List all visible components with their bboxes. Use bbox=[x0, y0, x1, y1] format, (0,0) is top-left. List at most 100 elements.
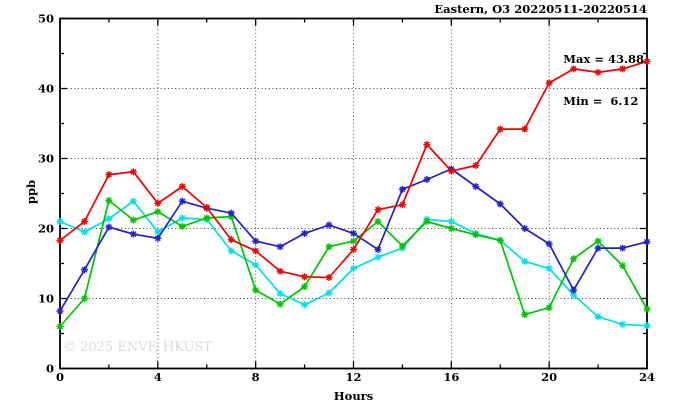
series-green-marker bbox=[643, 305, 651, 313]
series-blue-marker bbox=[643, 238, 651, 246]
x-tick-label: 20 bbox=[541, 370, 557, 384]
series-cyan-marker bbox=[521, 257, 529, 265]
series-green-marker bbox=[521, 311, 529, 319]
series-red-marker bbox=[276, 267, 284, 275]
series-red-marker bbox=[56, 236, 64, 244]
series-green-marker bbox=[105, 197, 113, 204]
series-green-marker bbox=[350, 237, 357, 245]
series-blue-marker bbox=[129, 230, 137, 238]
series-blue-marker bbox=[276, 243, 284, 251]
grid-lines bbox=[60, 18, 647, 369]
series-red-marker bbox=[619, 65, 627, 73]
series-red-marker bbox=[252, 247, 260, 255]
series-blue-marker bbox=[105, 223, 113, 231]
watermark: © 2025 ENVF, HKUST bbox=[63, 340, 212, 355]
series-cyan-marker bbox=[154, 228, 162, 236]
series-blue-marker bbox=[594, 244, 602, 252]
series-red-line bbox=[59, 60, 648, 279]
series-cyan-marker bbox=[325, 289, 333, 297]
series-green-marker bbox=[619, 262, 627, 270]
series-green-marker bbox=[570, 255, 578, 263]
x-tick-label: 24 bbox=[639, 370, 655, 384]
series-red-marker bbox=[105, 171, 113, 179]
series-red-marker bbox=[374, 206, 382, 214]
chart-title: Eastern, O3 20220511-20220514 bbox=[434, 2, 647, 16]
series-blue-marker bbox=[374, 246, 382, 253]
series-green-marker bbox=[203, 214, 211, 222]
series-blue-marker bbox=[301, 229, 309, 237]
stats-max: Max = 43.88 bbox=[563, 52, 644, 66]
series-green-marker bbox=[447, 225, 455, 232]
series-green-marker bbox=[398, 242, 406, 250]
series-blue-marker bbox=[398, 185, 406, 193]
x-tick-label: 8 bbox=[252, 370, 260, 384]
series-red-marker bbox=[423, 141, 431, 148]
x-tick-label: 12 bbox=[345, 370, 361, 384]
y-axis-label: ppb bbox=[24, 179, 38, 205]
series-blue-marker bbox=[325, 221, 333, 229]
series-red-marker bbox=[447, 167, 455, 175]
series-blue-marker bbox=[521, 225, 529, 232]
series-red-marker bbox=[496, 125, 504, 133]
series-green-marker bbox=[423, 218, 431, 225]
series-green-marker bbox=[154, 208, 162, 216]
series-cyan-marker bbox=[374, 253, 382, 261]
series-cyan-marker bbox=[56, 218, 64, 225]
series-blue-marker bbox=[619, 244, 627, 252]
series-red-marker bbox=[545, 79, 553, 87]
series-cyan-marker bbox=[545, 264, 553, 272]
series-green-marker bbox=[178, 222, 186, 230]
y-tick-label: 50 bbox=[38, 12, 54, 26]
series-green-marker bbox=[374, 218, 382, 225]
series-blue-marker bbox=[423, 176, 431, 183]
series-cyan-marker bbox=[447, 218, 455, 225]
series-cyan-marker bbox=[105, 215, 113, 223]
series-cyan-marker bbox=[227, 247, 235, 255]
x-tick-label: 4 bbox=[154, 370, 162, 384]
series-green-marker bbox=[56, 323, 64, 330]
series-red-marker bbox=[301, 273, 309, 281]
series-green-marker bbox=[129, 216, 137, 224]
series-cyan-marker bbox=[619, 320, 627, 328]
series-green-marker bbox=[301, 283, 309, 291]
x-tick-label: 0 bbox=[56, 370, 64, 384]
y-tick-labels: 0 10 20 30 40 50 bbox=[38, 12, 54, 376]
series-red bbox=[56, 57, 651, 281]
series-blue-marker bbox=[472, 183, 480, 190]
series-cyan-marker bbox=[276, 290, 284, 298]
series-red-marker bbox=[521, 125, 529, 133]
series-green-marker bbox=[472, 231, 480, 239]
series-cyan-marker bbox=[80, 228, 88, 236]
series-green bbox=[56, 197, 651, 330]
y-tick-label: 20 bbox=[38, 222, 54, 236]
series-blue-marker bbox=[227, 209, 235, 217]
series-blue-marker bbox=[545, 240, 553, 248]
series-green-marker bbox=[545, 304, 553, 312]
series-blue-marker bbox=[154, 234, 162, 242]
series-green-marker bbox=[80, 295, 88, 302]
series-green-marker bbox=[496, 236, 504, 244]
series-blue-marker bbox=[80, 266, 88, 274]
series-red-marker bbox=[129, 168, 137, 176]
series-red-marker bbox=[570, 65, 578, 73]
series-red-marker bbox=[203, 204, 211, 211]
series-cyan-marker bbox=[594, 313, 602, 321]
series-red-marker bbox=[325, 274, 333, 281]
series-blue bbox=[56, 165, 651, 315]
y-tick-label: 30 bbox=[38, 152, 54, 166]
series-blue-marker bbox=[350, 229, 357, 237]
series-blue-marker bbox=[570, 286, 578, 294]
y-tick-label: 10 bbox=[38, 292, 54, 306]
series-red-marker bbox=[594, 68, 602, 76]
axis-frame bbox=[59, 17, 648, 370]
series-blue-marker bbox=[178, 197, 186, 205]
series-red-marker bbox=[472, 162, 480, 169]
series-red-marker bbox=[398, 201, 406, 209]
series-blue-marker bbox=[56, 307, 64, 315]
series-red-marker bbox=[80, 218, 88, 225]
series-red-marker bbox=[178, 183, 186, 190]
series-green-marker bbox=[276, 300, 284, 308]
series-cyan-marker bbox=[301, 301, 309, 309]
